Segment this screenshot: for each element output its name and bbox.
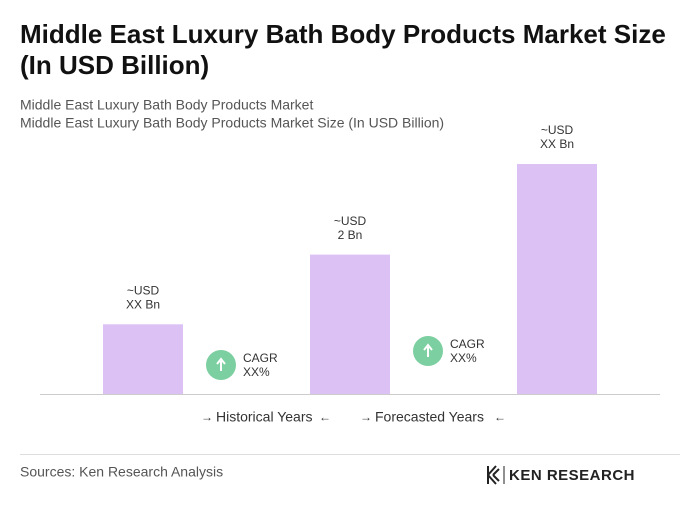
period-arrow: ←	[494, 410, 506, 424]
bar	[103, 324, 183, 394]
cagr-label: XX%	[450, 351, 477, 365]
value-label: ~USD	[334, 214, 367, 228]
period-label: Historical Years	[216, 409, 313, 425]
value-label: ~USD	[541, 123, 574, 137]
period-arrow: →	[201, 410, 213, 424]
cagr-label: XX%	[243, 365, 270, 379]
period-arrow: →	[360, 410, 372, 424]
logo: KEN RESEARCH	[487, 465, 635, 485]
bar	[310, 254, 390, 394]
cagr-arrow	[216, 357, 226, 371]
period-label: Forecasted Years	[375, 409, 484, 425]
value-label: 2 Bn	[338, 228, 363, 242]
logo-text: KEN RESEARCH	[509, 467, 635, 484]
chart-title: (In USD Billion)	[20, 50, 209, 80]
logo-icon	[487, 465, 500, 485]
cagr-arrow	[423, 343, 433, 357]
cagr-label: CAGR	[450, 337, 485, 351]
bar	[517, 164, 597, 394]
value-label: ~USD	[127, 283, 160, 297]
subtitle: Middle East Luxury Bath Body Products Ma…	[20, 97, 313, 113]
cagr-label: CAGR	[243, 351, 278, 365]
value-label: XX Bn	[126, 297, 160, 311]
period-arrow: ←	[319, 410, 331, 424]
value-label: XX Bn	[540, 137, 574, 151]
chart-title: Middle East Luxury Bath Body Products Ma…	[20, 19, 666, 49]
source: Sources: Ken Research Analysis	[20, 464, 223, 480]
subtitle: Middle East Luxury Bath Body Products Ma…	[20, 115, 444, 131]
